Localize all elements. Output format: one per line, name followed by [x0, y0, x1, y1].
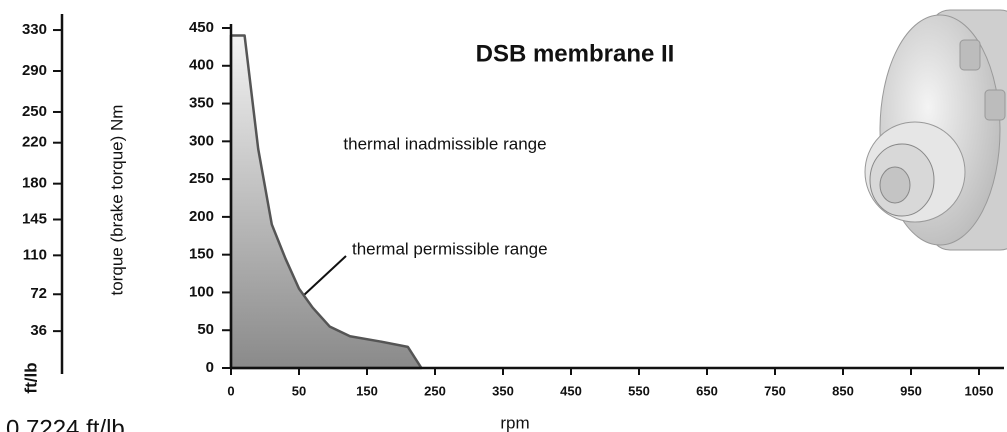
y2-tick-label: 290 — [22, 62, 47, 79]
y-tick-label: 400 — [189, 57, 214, 74]
x-tick-label: 950 — [900, 383, 922, 398]
y2-tick-label: 220 — [22, 134, 47, 151]
y-tick-label: 100 — [189, 283, 214, 300]
x-tick-label: 0 — [227, 383, 234, 398]
x-axis-label: rpm — [500, 413, 529, 432]
x-tick-label: 550 — [628, 383, 650, 398]
y-tick-label: 200 — [189, 208, 214, 225]
x-tick-label: 450 — [560, 383, 582, 398]
y2-tick-label: 330 — [22, 21, 47, 38]
x-tick-label: 150 — [356, 383, 378, 398]
area — [231, 36, 421, 368]
y2-axis-label: ft/lb — [21, 362, 40, 393]
annotation: thermal permissible range — [352, 239, 548, 258]
chart-title: DSB membrane II — [476, 40, 675, 67]
y-tick-label: 350 — [189, 95, 214, 112]
y2-tick-label: 145 — [22, 210, 47, 227]
x-tick-label: 750 — [764, 383, 786, 398]
y2-tick-label: 110 — [23, 246, 47, 263]
y2-tick-label: 180 — [22, 175, 47, 192]
y2-tick-label: 250 — [22, 103, 47, 120]
y-tick-label: 150 — [189, 246, 214, 263]
product-image — [865, 10, 1007, 250]
y-tick-label: 300 — [189, 132, 214, 149]
x-tick-label: 850 — [832, 383, 854, 398]
y2-tick-label: 72 — [30, 285, 47, 302]
annotation: thermal inadmissible range — [343, 134, 546, 153]
y-tick-label: 50 — [197, 321, 214, 338]
y-tick-label: 250 — [189, 170, 214, 187]
note: 0.7224 ft/lb — [6, 415, 125, 432]
x-tick-label: 50 — [292, 383, 306, 398]
y-tick-label: 450 — [189, 19, 214, 36]
y-tick-label: 0 — [206, 359, 214, 376]
x-tick-label: 650 — [696, 383, 718, 398]
x-tick-label: 250 — [424, 383, 446, 398]
x-tick-label: 350 — [492, 383, 514, 398]
y-axis-label: torque (brake torque) Nm — [107, 105, 126, 296]
y2-tick-label: 36 — [30, 322, 47, 339]
x-tick-label: 1050 — [965, 383, 994, 398]
chart: DSB membrane II thermal inadmissible ran… — [0, 0, 1007, 432]
